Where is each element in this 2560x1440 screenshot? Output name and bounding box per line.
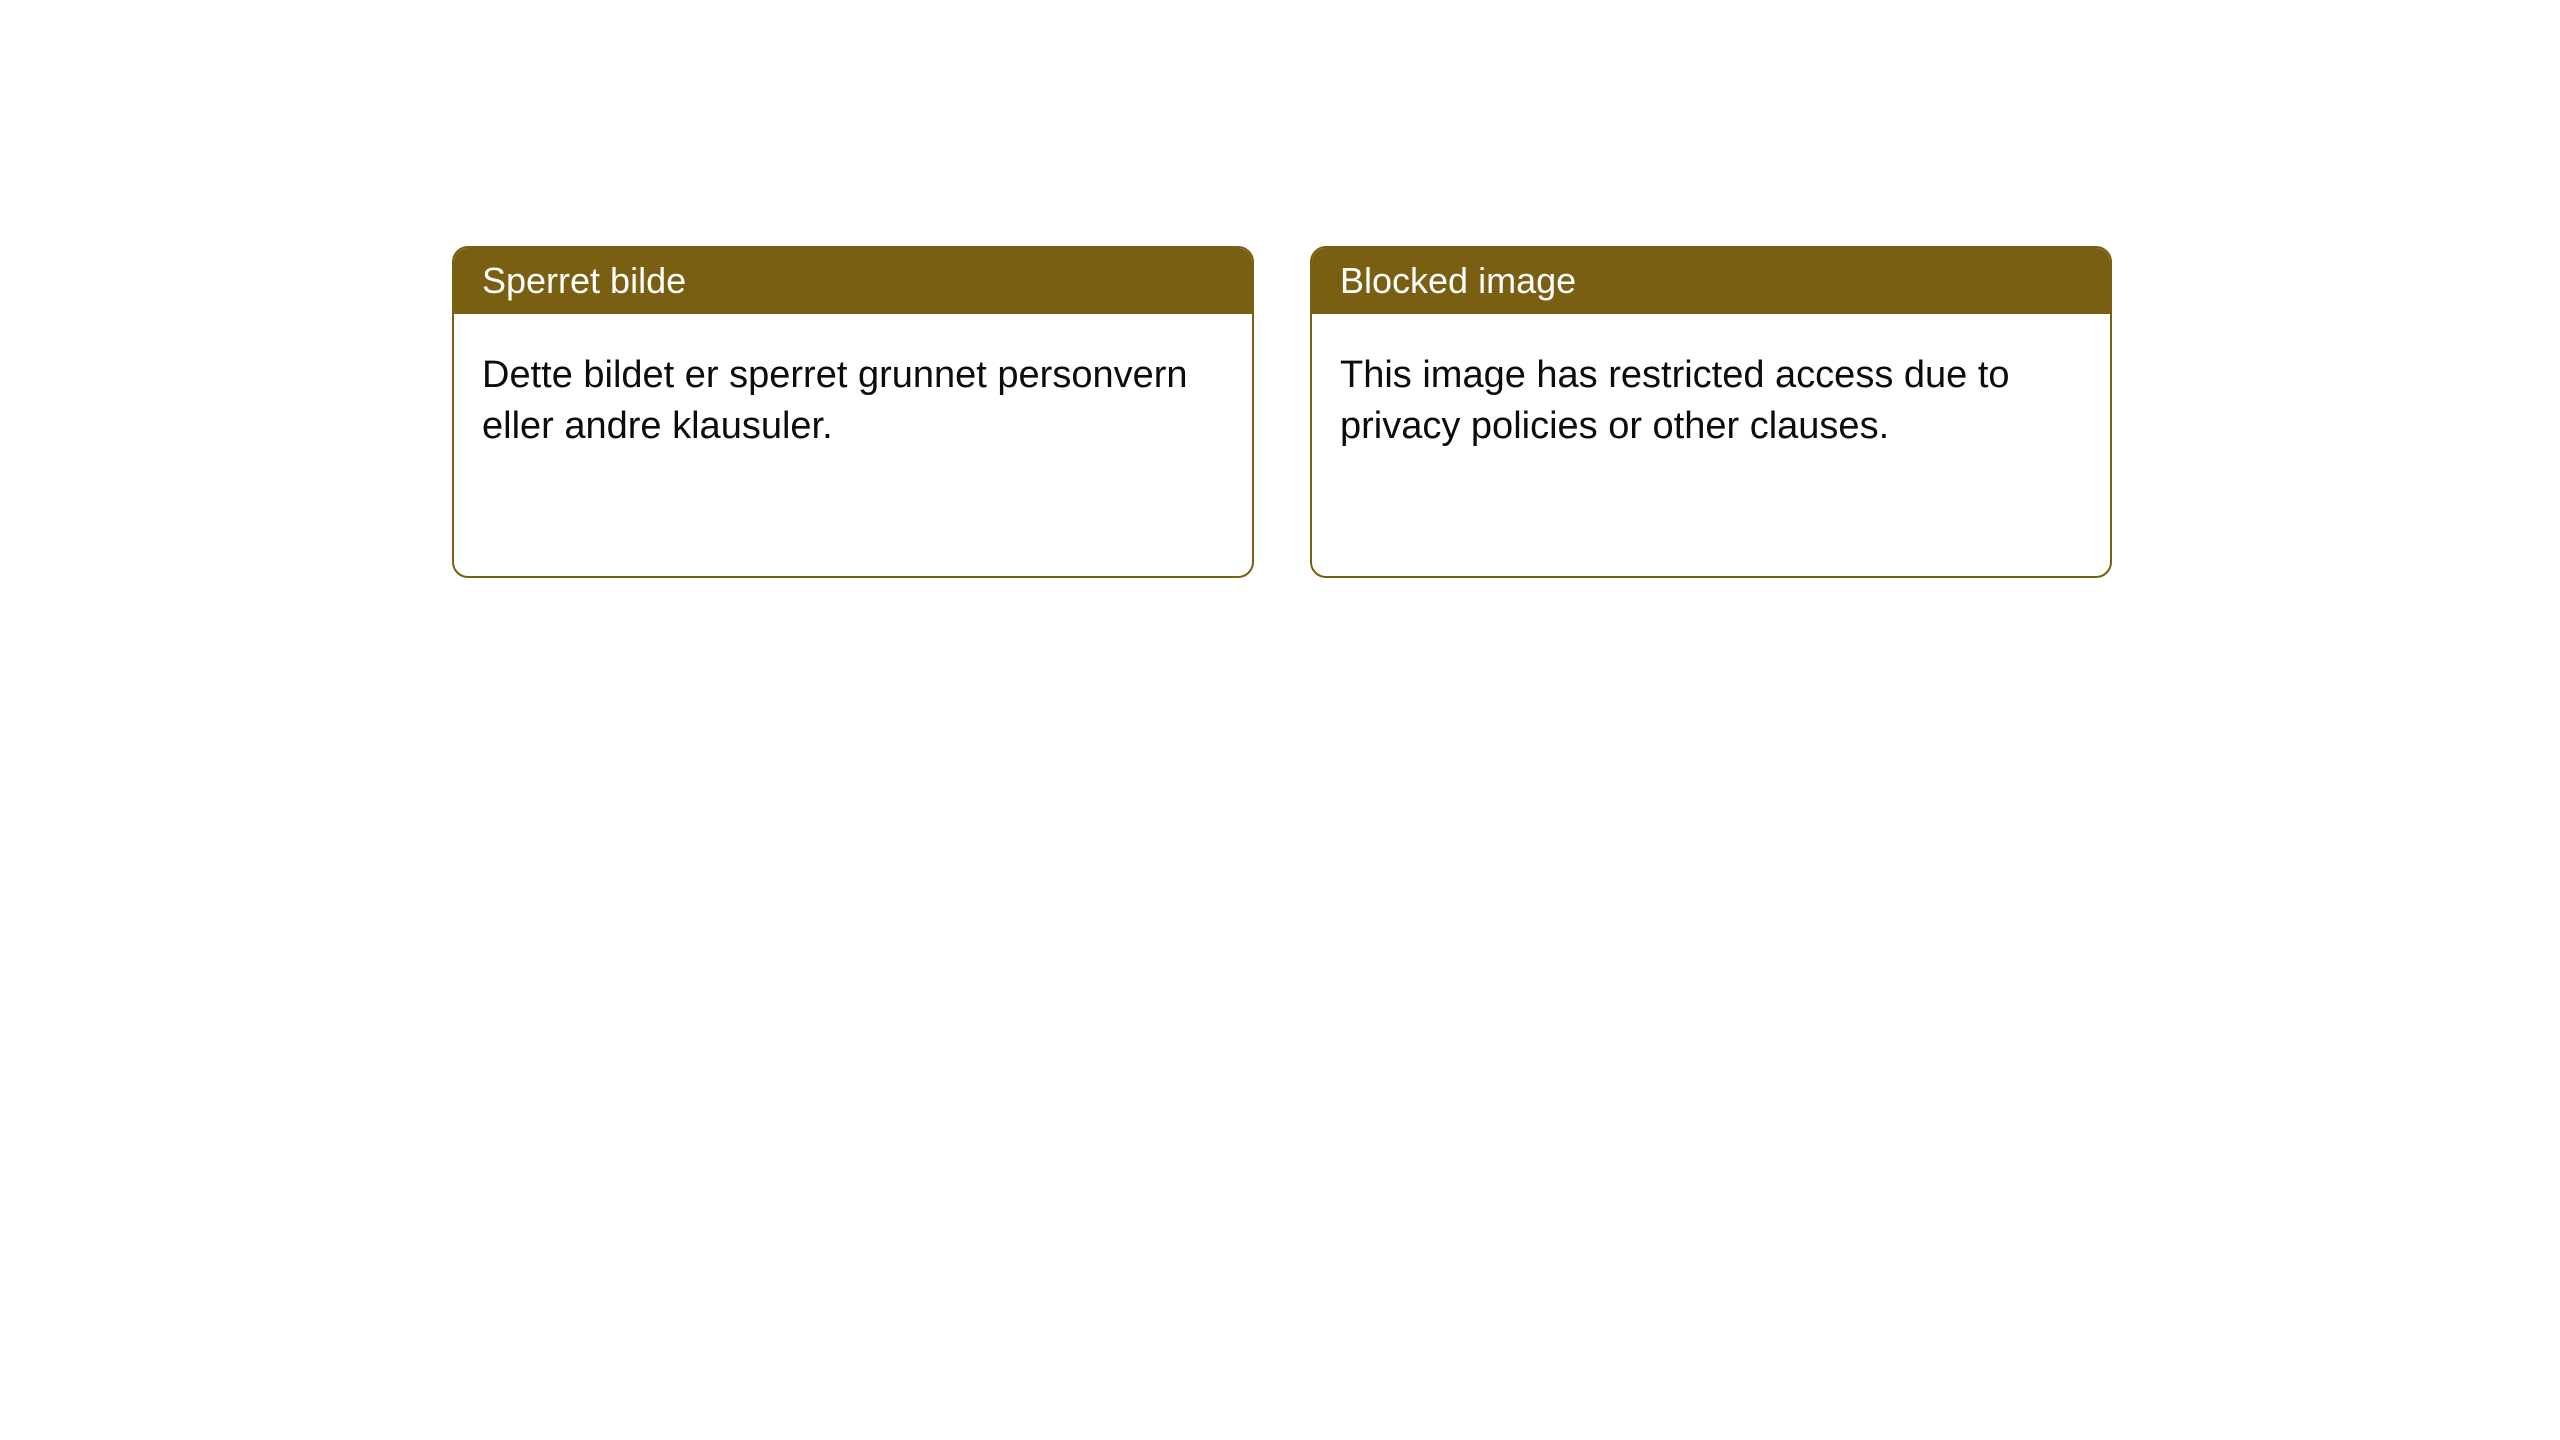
notice-card-english: Blocked image This image has restricted … (1310, 246, 2112, 578)
notice-container: Sperret bilde Dette bildet er sperret gr… (0, 0, 2560, 578)
notice-header: Sperret bilde (454, 248, 1252, 314)
notice-header: Blocked image (1312, 248, 2110, 314)
notice-body: This image has restricted access due to … (1312, 314, 2110, 489)
notice-body: Dette bildet er sperret grunnet personve… (454, 314, 1252, 489)
notice-card-norwegian: Sperret bilde Dette bildet er sperret gr… (452, 246, 1254, 578)
